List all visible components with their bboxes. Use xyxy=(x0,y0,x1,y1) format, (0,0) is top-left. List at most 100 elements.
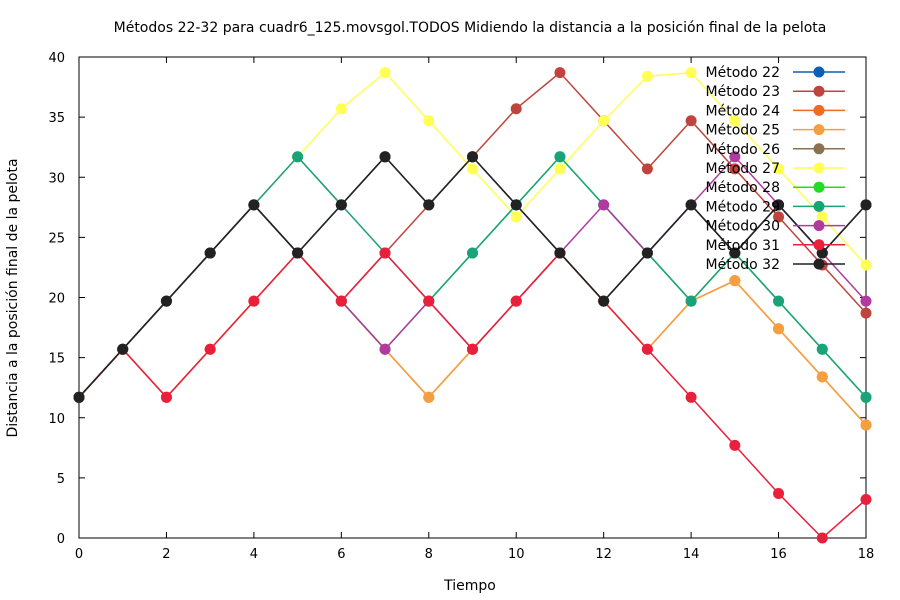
data-point xyxy=(816,343,828,355)
legend-label: Método 22 xyxy=(706,65,780,81)
legend-marker xyxy=(813,85,825,97)
data-point xyxy=(510,199,522,211)
data-point xyxy=(685,295,697,307)
data-point xyxy=(816,371,828,383)
data-point xyxy=(860,391,872,403)
data-point xyxy=(423,199,435,211)
data-point xyxy=(292,247,304,259)
data-point xyxy=(773,488,785,500)
y-tick-label: 5 xyxy=(57,472,65,487)
legend-marker xyxy=(813,181,825,193)
data-point xyxy=(773,163,785,175)
data-point xyxy=(860,295,872,307)
data-point xyxy=(248,295,260,307)
data-point xyxy=(816,211,828,223)
legend-item: Método 31 xyxy=(706,238,845,254)
data-point xyxy=(773,295,785,307)
legend-item: Método 22 xyxy=(706,65,845,81)
data-point xyxy=(598,115,610,127)
x-tick-label: 8 xyxy=(425,547,433,562)
data-point xyxy=(598,295,610,307)
data-point xyxy=(335,103,347,115)
data-point xyxy=(729,163,741,175)
data-point xyxy=(423,115,435,127)
legend-label: Método 28 xyxy=(706,180,780,196)
legend-item: Método 26 xyxy=(706,142,845,158)
data-point xyxy=(160,391,172,403)
data-point xyxy=(685,115,697,127)
data-point xyxy=(729,275,741,287)
data-point xyxy=(379,247,391,259)
data-point xyxy=(379,343,391,355)
legend-item: Método 24 xyxy=(706,103,845,119)
data-point xyxy=(773,199,785,211)
data-point xyxy=(729,151,741,163)
legend-item: Método 23 xyxy=(706,84,845,100)
data-point xyxy=(510,103,522,115)
y-axis-label: Distancia a la posición final de la pelo… xyxy=(5,158,21,437)
series-25 xyxy=(73,247,872,431)
legend-marker xyxy=(813,104,825,116)
data-point xyxy=(248,199,260,211)
data-point xyxy=(467,247,478,259)
series-line xyxy=(78,251,867,426)
legend-marker xyxy=(813,124,825,136)
x-tick-label: 14 xyxy=(683,547,700,562)
x-tick-label: 4 xyxy=(250,547,258,562)
legend-label: Método 25 xyxy=(706,123,780,139)
legend-item: Método 27 xyxy=(706,161,845,177)
x-tick-label: 6 xyxy=(337,547,345,562)
legend-item: Método 25 xyxy=(706,123,845,139)
legend-marker xyxy=(813,66,825,78)
y-tick-label: 10 xyxy=(48,412,65,427)
data-point xyxy=(204,247,216,259)
data-point xyxy=(292,151,304,163)
data-point xyxy=(467,163,478,175)
legend-label: Método 24 xyxy=(706,103,781,119)
legend: Método 22 Método 23 Método 24 Método 25 Méto… xyxy=(706,65,845,273)
y-tick-label: 40 xyxy=(48,51,65,66)
series-32 xyxy=(73,151,872,403)
x-tick-label: 0 xyxy=(75,547,83,562)
y-tick-label: 20 xyxy=(48,292,65,307)
legend-label: Método 29 xyxy=(706,199,780,215)
data-point xyxy=(860,259,872,271)
legend-item: Método 29 xyxy=(706,199,845,215)
y-tick-label: 15 xyxy=(48,352,65,367)
data-point xyxy=(379,151,391,163)
data-point xyxy=(554,163,566,175)
data-point xyxy=(773,211,785,223)
data-point xyxy=(641,163,653,175)
data-point xyxy=(554,67,566,79)
axis-ticks: 0 2 4 6 8 10 12 14 16 18 0 5 10 15 20 25 30 35 40 xyxy=(48,51,874,562)
data-point xyxy=(816,532,828,544)
legend-label: Método 26 xyxy=(706,142,781,158)
legend-item: Método 28 xyxy=(706,180,845,196)
data-point xyxy=(423,391,435,403)
x-tick-label: 2 xyxy=(162,547,170,562)
y-tick-label: 25 xyxy=(48,231,65,246)
data-point xyxy=(467,343,478,355)
data-point xyxy=(554,247,566,259)
series-line xyxy=(78,251,867,426)
y-tick-label: 30 xyxy=(48,171,65,186)
legend-marker xyxy=(813,143,825,155)
legend-label: Método 30 xyxy=(706,219,780,235)
data-point xyxy=(641,343,653,355)
legend-item: Método 32 xyxy=(706,257,845,273)
x-tick-label: 10 xyxy=(508,547,525,562)
legend-label: Método 27 xyxy=(706,161,780,177)
data-point xyxy=(467,151,478,163)
legend-item: Método 30 xyxy=(706,219,845,235)
y-tick-label: 35 xyxy=(48,111,65,126)
legend-label: Método 31 xyxy=(706,238,780,254)
series-31 xyxy=(73,247,872,544)
legend-marker xyxy=(813,200,825,212)
chart-title: Métodos 22-32 para cuadr6_125.movsgol.TO… xyxy=(114,20,827,36)
data-point xyxy=(598,199,610,211)
legend-marker xyxy=(813,258,825,270)
legend-marker xyxy=(813,220,825,232)
data-point xyxy=(379,67,391,79)
data-point xyxy=(423,295,435,307)
data-point xyxy=(729,115,741,127)
